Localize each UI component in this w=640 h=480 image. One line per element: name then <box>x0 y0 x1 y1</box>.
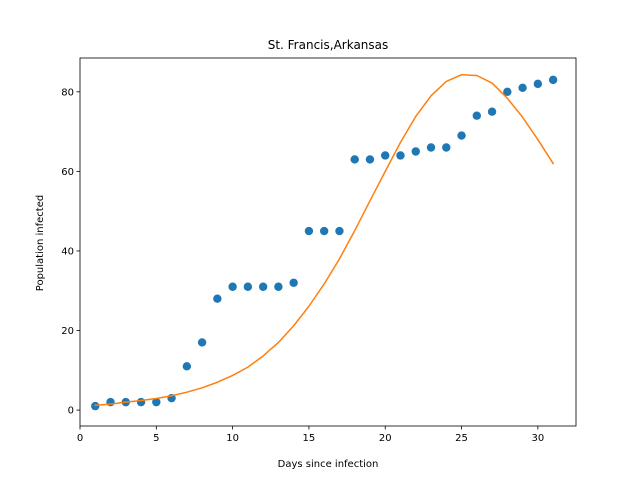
y-tick-label-80: 80 <box>61 87 74 98</box>
data-point-9 <box>213 294 222 303</box>
data-point-30 <box>533 79 543 89</box>
x-tick-label-20: 20 <box>379 433 392 444</box>
data-point-10 <box>228 282 237 291</box>
x-tick-label-10: 10 <box>226 433 239 444</box>
data-point-18 <box>350 155 359 164</box>
data-point-7 <box>182 362 192 371</box>
chart-title: St. Francis,Arkansas <box>268 38 389 52</box>
data-point-8 <box>197 338 207 347</box>
data-point-16 <box>319 226 329 236</box>
x-tick-label-0: 0 <box>77 433 83 444</box>
data-point-24 <box>442 143 451 152</box>
data-point-31 <box>548 75 558 85</box>
y-tick-label-40: 40 <box>61 246 74 257</box>
data-point-23 <box>426 143 436 152</box>
y-tick-label-20: 20 <box>61 326 74 337</box>
plot-area <box>91 73 558 411</box>
data-point-5 <box>152 397 161 407</box>
y-axis-label: Population infected <box>35 195 46 291</box>
x-tick-label-15: 15 <box>303 433 316 444</box>
data-point-19 <box>365 155 375 164</box>
data-point-20 <box>381 151 390 160</box>
plot-frame <box>79 57 577 427</box>
data-point-25 <box>457 131 466 140</box>
data-point-12 <box>258 282 268 291</box>
x-tick-label-30: 30 <box>531 433 544 444</box>
data-point-15 <box>304 226 314 236</box>
data-point-21 <box>396 151 405 160</box>
y-tick-label-0: 0 <box>68 406 74 417</box>
data-point-27 <box>487 107 497 116</box>
data-point-29 <box>518 83 527 93</box>
data-point-4 <box>136 397 146 407</box>
x-tick-label-25: 25 <box>455 433 468 444</box>
data-point-17 <box>335 226 344 236</box>
data-point-14 <box>289 278 298 287</box>
x-axis-label: Days since infection <box>278 459 379 470</box>
axes: 0 5 10 15 20 25 30 0 20 40 60 80 <box>61 57 577 444</box>
data-point-26 <box>472 111 481 120</box>
y-tick-label-60: 60 <box>61 167 74 178</box>
data-point-13 <box>274 282 283 291</box>
data-point-28 <box>503 87 512 97</box>
data-point-1 <box>91 401 100 411</box>
x-tick-label-5: 5 <box>153 433 159 444</box>
fit-line <box>94 73 555 407</box>
data-point-22 <box>411 147 420 156</box>
data-point-11 <box>243 282 253 291</box>
